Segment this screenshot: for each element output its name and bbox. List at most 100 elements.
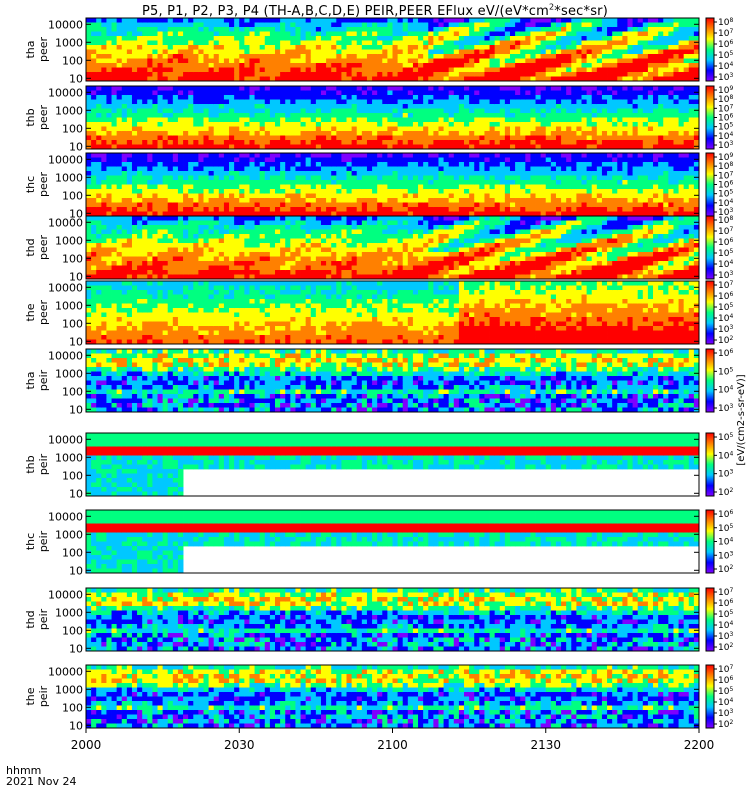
spectrogram-cell [581,90,588,96]
spectrogram-cell [591,67,598,73]
spectrogram-cell [341,95,347,100]
spectrogram-cell [346,189,353,194]
spectrogram-cell [126,54,133,59]
spectrogram-cell [147,202,153,208]
spectrogram-cell [469,175,475,181]
spectrogram-cell [433,202,439,208]
spectrogram-cell [499,95,506,100]
spectrogram-cell [341,175,347,181]
spectrogram-cell [550,54,557,59]
spectrogram-cell [172,90,179,96]
spectrogram-cell [683,31,690,37]
spectrogram-cell [346,144,353,150]
spectrogram-cell [418,211,424,217]
spectrogram-cell [418,95,424,100]
spectrogram-cell [137,131,143,136]
spectrogram-cell [91,58,97,64]
spectrogram-cell [193,54,199,59]
spectrogram-cell [627,40,633,46]
spectrogram-cell [106,18,112,23]
spectrogram-cell [591,171,598,176]
spectrogram-cell [668,95,674,100]
spectrogram-cell [693,18,700,23]
spectrogram-cell [137,135,143,141]
spectrogram-cell [157,49,164,55]
spectrogram-cell [494,58,501,64]
spectrogram-cell [223,58,230,64]
spectrogram-cell [392,76,399,82]
spectrogram-cell [545,166,552,172]
spectrogram-cell [423,36,429,41]
spectrogram-cell [162,22,169,28]
spectrogram-cell [632,202,639,208]
spectrogram-cell [402,36,409,41]
spectrogram-cell [305,45,312,50]
spectrogram-cell [617,54,623,59]
spectrogram-cell [96,202,102,208]
spectrogram-cell [601,126,608,132]
spectrogram-cell [121,175,128,181]
spectrogram-cell [377,193,383,199]
spectrogram-cell [550,63,557,68]
spectrogram-cell [448,171,455,176]
spectrogram-cell [213,49,220,55]
spectrogram-cell [683,49,690,55]
spectrogram-cell [596,135,603,141]
spectrogram-cell [545,211,552,217]
spectrogram-cell [366,198,373,203]
spectrogram-cell [86,108,92,114]
spectrogram-cell [647,122,654,127]
spectrogram-cell [177,99,184,105]
spectrogram-cell [658,67,664,73]
spectrogram-cell [249,171,255,176]
spectrogram-cell [254,198,261,203]
spectrogram-cell [601,207,608,212]
spectrogram-cell [423,40,429,46]
spectrogram-cell [464,211,470,217]
spectrogram-cell [331,99,337,105]
spectrogram-cell [361,90,368,96]
spectrogram-cell [484,211,490,217]
spectrogram-cell [688,113,695,118]
spectrogram-cell [249,76,255,82]
spectrogram-cell [509,153,516,158]
spectrogram-cell [453,207,460,212]
spectrogram-cell [555,86,562,91]
spectrogram-cell [581,45,588,50]
spectrogram-cell [259,198,266,203]
spectrogram-cell [520,180,526,185]
spectrogram-cell [688,27,695,32]
spectrogram-cell [331,49,337,55]
spectrogram-cell [433,211,439,217]
spectrogram-cell [152,49,158,55]
spectrogram-cell [673,31,679,37]
spectrogram-cell [203,117,209,123]
spectrogram-cell [571,86,577,91]
spectrogram-cell [418,90,424,96]
spectrogram-cell [331,193,337,199]
spectrogram-cell [116,211,123,217]
spectrogram-cell [632,86,639,91]
spectrogram-cell [341,153,347,158]
spectrogram-cell [305,198,312,203]
spectrogram-cell [341,117,347,123]
spectrogram-cell [157,31,164,37]
spectrogram-cell [234,117,240,123]
spectrogram-cell [372,58,378,64]
spectrogram-cell [402,95,409,100]
spectrogram-cell [642,202,649,208]
spectrogram-cell [203,198,209,203]
y-tick-label: 10 [69,140,83,153]
spectrogram-cell [91,40,97,46]
spectrogram-cell [244,207,250,212]
spectrogram-cell [653,54,659,59]
spectrogram-cell [622,113,628,118]
spectrogram-cell [290,153,296,158]
spectrogram-cell [586,36,593,41]
spectrogram-cell [530,104,536,109]
spectrogram-cell [515,54,521,59]
spectrogram-cell [234,22,240,28]
spectrogram-cell [198,18,204,23]
spectrogram-cell [453,86,460,91]
spectrogram-cell [361,99,368,105]
